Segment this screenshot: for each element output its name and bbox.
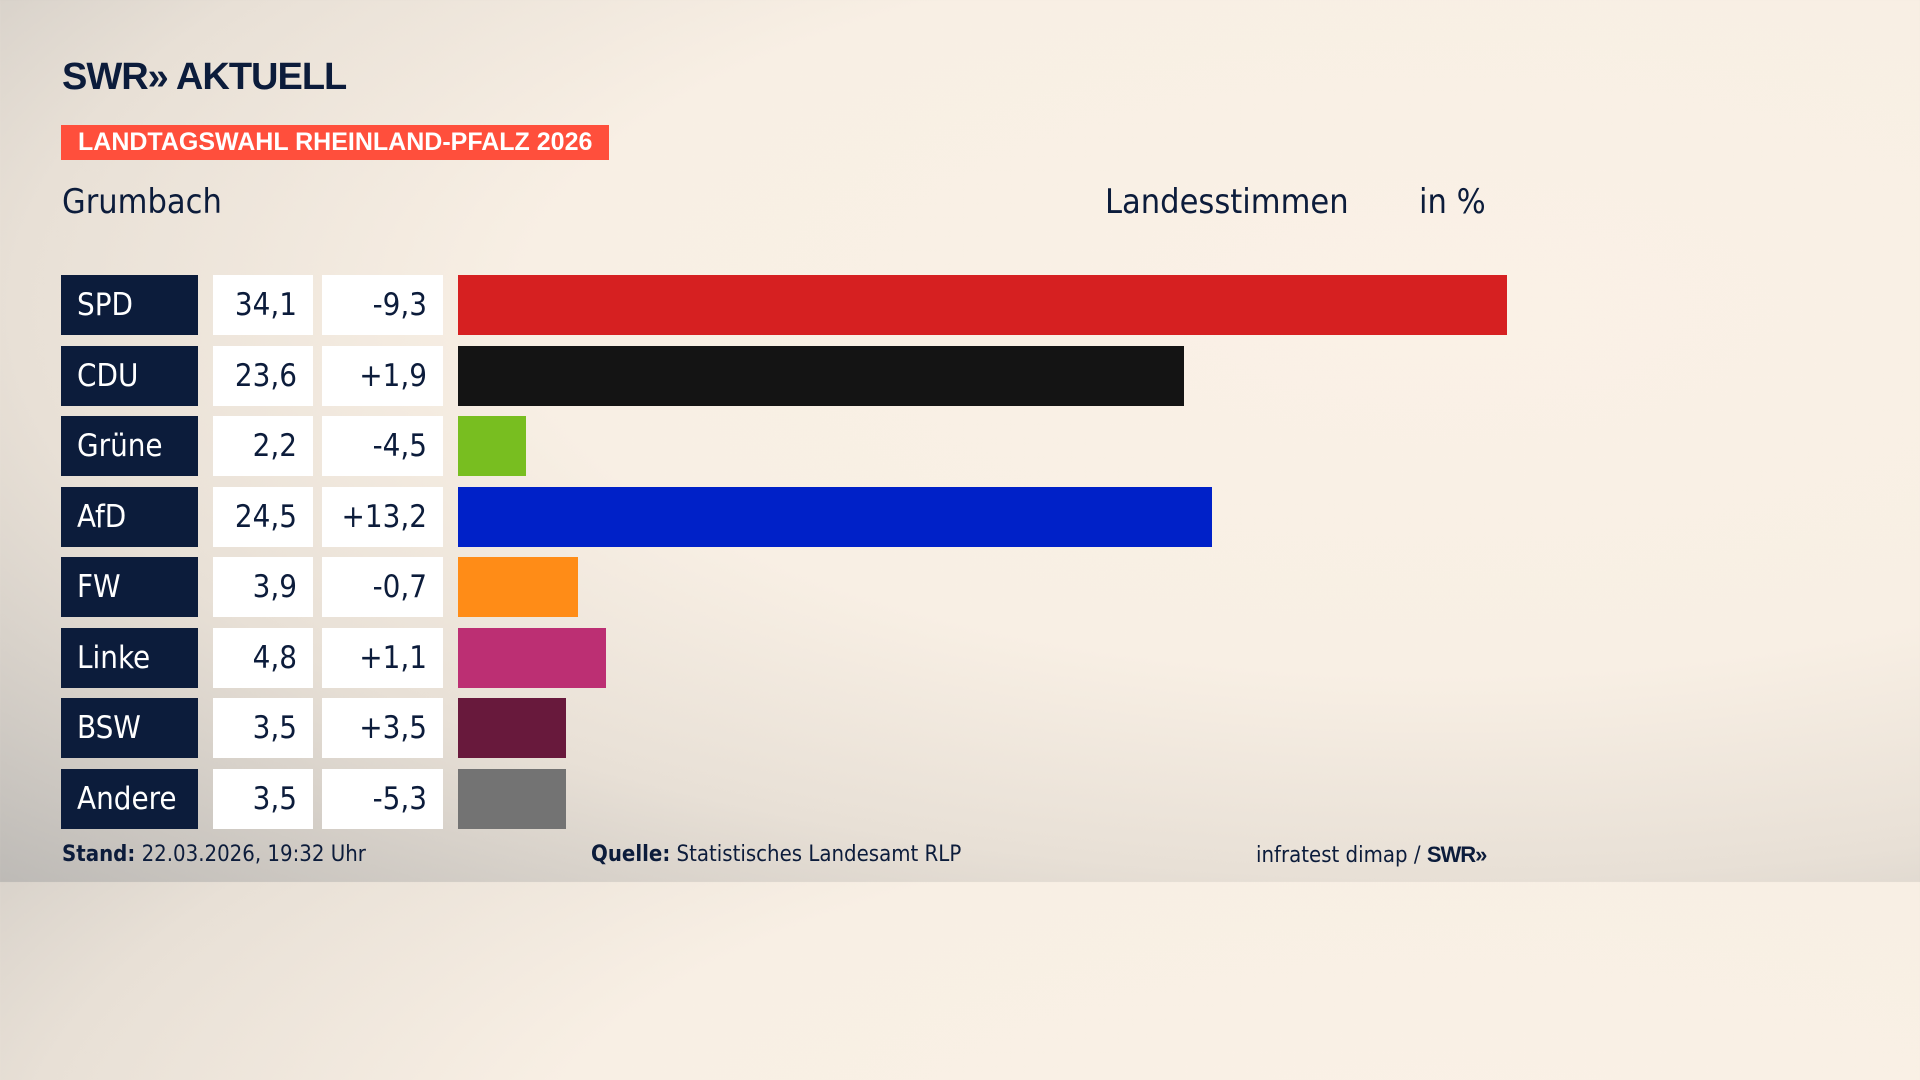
place-title: Grumbach [62, 182, 222, 222]
diff-label: -5,3 [322, 768, 443, 829]
diff-label: +1,1 [322, 627, 443, 688]
diff-label: -9,3 [322, 275, 443, 335]
swr-logo: SWR» [1426, 842, 1488, 867]
value-label: 3,5 [213, 768, 313, 829]
party-label: BSW [61, 698, 198, 758]
unit-label: in % [1419, 182, 1486, 222]
source: Quelle: Statistisches Landesamt RLP [591, 842, 961, 867]
diff-label: -4,5 [322, 416, 443, 476]
value-label: 34,1 [213, 275, 313, 335]
party-label: SPD [61, 275, 198, 335]
diff-label: +13,2 [322, 486, 443, 547]
swr-aktuell-logo: SWR» AKTUELL [62, 56, 347, 98]
party-label: AfD [61, 486, 198, 547]
stand-label: Stand: [62, 842, 136, 867]
timestamp: Stand: 22.03.2026, 19:32 Uhr [62, 842, 366, 867]
value-label: 23,6 [213, 345, 313, 406]
credit: infratest dimap / SWR» [1256, 842, 1488, 868]
stand-value: 22.03.2026, 19:32 Uhr [141, 842, 366, 867]
diff-label: -0,7 [322, 557, 443, 617]
bar-afd [458, 486, 1212, 547]
value-label: 3,9 [213, 557, 313, 617]
party-label: Andere [61, 768, 198, 829]
bar-linke [458, 627, 606, 688]
source-label: Quelle: [591, 842, 671, 867]
party-label: Linke [61, 627, 198, 688]
bar-bsw [458, 698, 566, 758]
party-label: Grüne [61, 416, 198, 476]
credit-text: infratest dimap / [1256, 843, 1421, 868]
value-label: 3,5 [213, 698, 313, 758]
diff-label: +3,5 [322, 698, 443, 758]
party-label: FW [61, 557, 198, 617]
bar-grüne [458, 416, 526, 476]
diff-label: +1,9 [322, 345, 443, 406]
bar-fw [458, 557, 578, 617]
value-label: 2,2 [213, 416, 313, 476]
bar-spd [458, 275, 1507, 335]
election-banner: LANDTAGSWAHL RHEINLAND-PFALZ 2026 [61, 125, 610, 160]
source-value: Statistisches Landesamt RLP [676, 842, 962, 867]
value-label: 24,5 [213, 486, 313, 547]
value-label: 4,8 [213, 627, 313, 688]
measure-label: Landesstimmen [1105, 182, 1349, 222]
bar-andere [458, 768, 566, 829]
bar-cdu [458, 345, 1184, 406]
party-label: CDU [61, 345, 198, 406]
